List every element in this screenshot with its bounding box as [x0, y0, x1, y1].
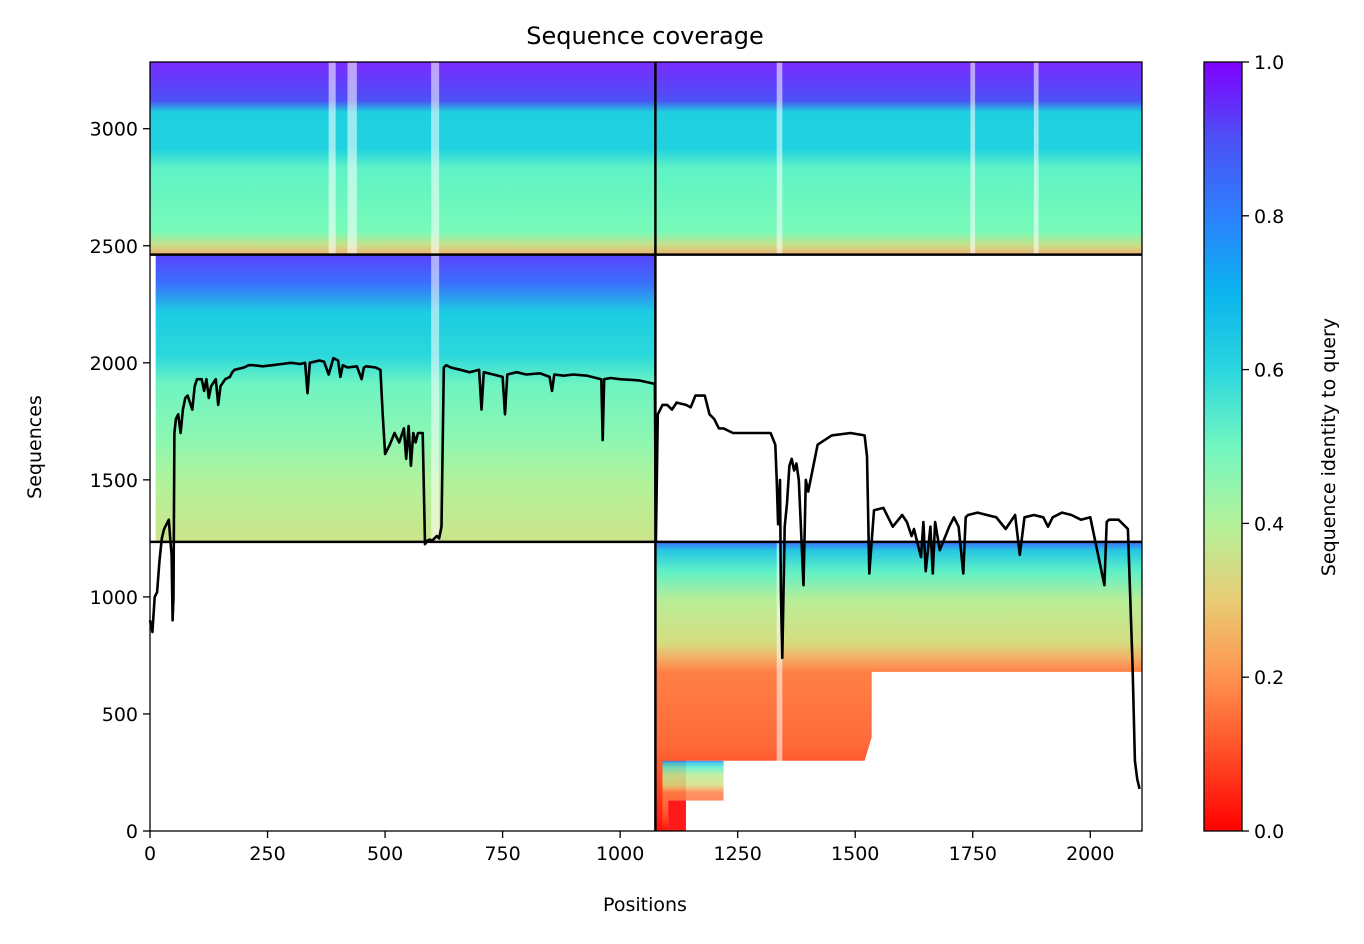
plot-frame — [149, 61, 1143, 832]
heatmap-gap-stripe — [776, 62, 783, 831]
x-tick-label: 750 — [484, 843, 520, 865]
y-tick-label: 500 — [102, 704, 138, 726]
x-tick-label: 0 — [144, 843, 156, 865]
heatmap-block-a-paired — [150, 62, 656, 255]
heatmap-gap-stripe — [347, 62, 357, 255]
y-axis-label: Sequences — [24, 395, 46, 499]
colorbar-gradient — [1203, 61, 1243, 832]
heatmap-gap-stripe — [431, 62, 440, 542]
heatmap-gap-region — [855, 671, 1142, 831]
y-tick-label: 0 — [126, 821, 138, 843]
colorbar: 0.0 0.2 0.4 0.6 0.8 1.0 Sequence identity to … — [1203, 52, 1340, 843]
colorbar-tick-label: 0.4 — [1254, 513, 1284, 535]
heatmap-tail-region — [668, 800, 686, 831]
heatmap-block-b-paired — [655, 62, 1142, 255]
coverage-line — [148, 356, 1141, 790]
x-tick-label: 250 — [249, 843, 285, 865]
heatmap-gap-stripe — [970, 62, 976, 255]
y-tick-label: 2500 — [90, 236, 138, 258]
x-tick-label: 1250 — [713, 843, 761, 865]
colorbar-ticks: 0.0 0.2 0.4 0.6 0.8 1.0 — [1242, 52, 1284, 843]
heatmap-block-a-unpaired — [155, 254, 656, 542]
x-tick-label: 2000 — [1066, 843, 1114, 865]
y-tick-label: 2000 — [90, 353, 138, 375]
x-tick-label: 1500 — [831, 843, 879, 865]
heatmap-gap-stripe — [1033, 62, 1039, 255]
plot-area: 0 250 500 750 1000 1250 1500 1750 2000 0 500 1000 15… — [90, 61, 1143, 865]
chart-title: Sequence coverage — [526, 22, 763, 50]
x-tick-label: 500 — [367, 843, 403, 865]
colorbar-tick-label: 0.6 — [1254, 360, 1284, 382]
x-tick-label: 1750 — [949, 843, 997, 865]
colorbar-tick-label: 1.0 — [1254, 52, 1284, 74]
colorbar-label: Sequence identity to query — [1318, 318, 1340, 576]
colorbar-tick-label: 0.2 — [1254, 667, 1284, 689]
y-tick-label: 3000 — [90, 119, 138, 141]
x-tick-label: 1000 — [596, 843, 644, 865]
colorbar-tick-label: 0.0 — [1254, 821, 1284, 843]
heatmap-gap-stripe — [328, 62, 336, 255]
y-tick-label: 1500 — [90, 470, 138, 492]
y-tick-label: 1000 — [90, 587, 138, 609]
x-axis-label: Positions — [603, 894, 687, 916]
colorbar-tick-label: 0.8 — [1254, 206, 1284, 228]
